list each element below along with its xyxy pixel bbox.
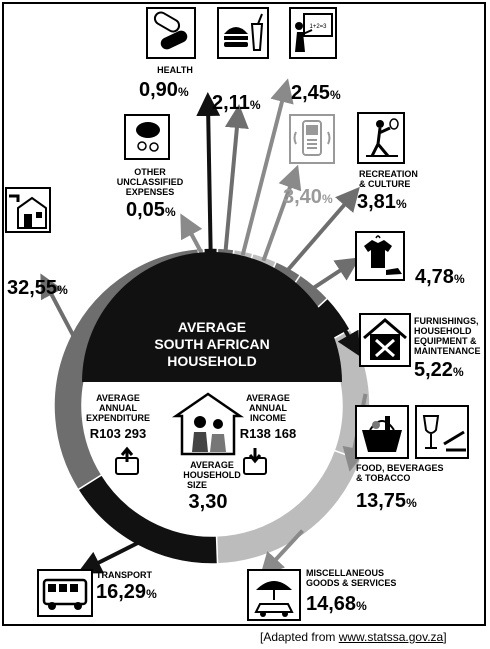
source-prefix: [Adapted from (260, 630, 339, 644)
communication-percent: 3,40% (283, 186, 333, 208)
education-percent: 2,45% (291, 82, 341, 104)
food-out-percent: 2,11% (212, 92, 261, 114)
leader-arrow-food-out (223, 104, 249, 253)
housing-icon-box (5, 187, 51, 233)
food-label-2: & TOBACCO (356, 473, 410, 483)
leader-arrow-health (196, 92, 221, 253)
transport-label: TRANSPORT (96, 570, 153, 580)
communication-icon-box (289, 114, 335, 164)
source-attribution: [Adapted from www.statssa.gov.za] (260, 630, 447, 644)
leader-arrow-transport (77, 540, 141, 574)
infographic-frame (2, 2, 486, 626)
mobile-phone-icon (293, 120, 331, 156)
shirt-shoe-icon (364, 235, 402, 275)
food-icon-box-wine (415, 405, 469, 459)
bus-icon (42, 578, 88, 610)
center-title-band (82, 252, 342, 382)
expenditure-label-1: AVERAGE (96, 393, 140, 403)
other-percent: 0,05% (126, 199, 176, 221)
expenditure-label-2: ANNUAL (99, 403, 137, 413)
health-icon-box (146, 7, 196, 59)
other-label-3: EXPENSES (126, 187, 175, 197)
wallet-in-icon (243, 448, 267, 475)
size-value: 3,30 (189, 491, 228, 513)
size-label-3: SIZE (187, 480, 207, 490)
piggy-bank-icon (136, 122, 160, 152)
tennis-player-icon (366, 118, 399, 157)
pills-icon (153, 11, 188, 50)
food-out-icon-box (217, 7, 269, 59)
misc-icon-box (247, 569, 301, 621)
income-label-2: ANNUAL (249, 403, 287, 413)
umbrella-car-icon (254, 581, 294, 617)
family-house-icon (171, 392, 245, 456)
leader-arrows (40, 78, 368, 577)
leader-arrow-communication (261, 164, 302, 262)
center-title-line-1: AVERAGE (178, 319, 246, 335)
leader-arrow-education (240, 78, 294, 256)
svg-text:1+2=3: 1+2=3 (309, 24, 327, 30)
leader-arrow-clothing (310, 257, 361, 291)
housing-percent: 32,55% (7, 277, 68, 299)
food-icon-box-basket (355, 405, 409, 459)
income-value: R138 168 (240, 426, 296, 441)
source-suffix: ] (443, 630, 447, 644)
leader-arrow-housing (40, 273, 76, 339)
furnishings-label-2: HOUSEHOLD (414, 326, 472, 336)
other-icon-box (124, 114, 170, 160)
furnishings-label-1: FURNISHINGS, (414, 316, 479, 326)
house-tools-icon (363, 318, 407, 360)
recreation-label-1: RECREATION (359, 169, 418, 179)
expenditure-value: R103 293 (90, 426, 146, 441)
transport-percent: 16,29% (96, 581, 157, 603)
misc-percent: 14,68% (306, 593, 367, 615)
other-label-1: OTHER (134, 167, 166, 177)
furnishings-label-3: EQUIPMENT & (414, 336, 477, 346)
wine-cigarette-icon (422, 415, 466, 452)
recreation-label-2: & CULTURE (359, 179, 410, 189)
misc-label-2: GOODS & SERVICES (306, 578, 396, 588)
recreation-icon-box (357, 112, 405, 164)
expenditure-label-3: EXPENDITURE (86, 413, 150, 423)
income-label-1: AVERAGE (246, 393, 290, 403)
leader-arrow-furnishings (334, 314, 360, 357)
clothing-icon-box (355, 231, 405, 281)
clothing-percent: 4,78% (415, 266, 465, 288)
leader-arrow-recreation (285, 186, 360, 273)
furnishings-percent: 5,22% (414, 359, 464, 381)
center-title-line-3: HOUSEHOLD (167, 353, 256, 369)
burger-drink-icon (224, 13, 264, 51)
leader-arrow-misc (259, 529, 304, 577)
misc-label-1: MISCELLANEOUS (306, 568, 384, 578)
income-label-3: INCOME (250, 413, 286, 423)
food-label-1: FOOD, BEVERAGES (356, 463, 444, 473)
other-label-2: UNCLASSIFIED (117, 177, 184, 187)
food-percent: 13,75% (356, 490, 417, 512)
source-link[interactable]: www.statssa.gov.za (338, 630, 444, 644)
education-icon-box: 1+2=3 (289, 7, 337, 59)
house-tap-icon (9, 194, 47, 229)
size-label-1: AVERAGE (190, 460, 234, 470)
health-label: HEALTH (157, 65, 193, 75)
size-label-2: HOUSEHOLD (183, 470, 241, 480)
furnishings-label-4: MAINTENANCE (414, 346, 481, 356)
center-title-line-2: SOUTH AFRICAN (154, 336, 269, 352)
furnishings-icon-box (359, 313, 411, 367)
wallet-out-icon (115, 446, 139, 475)
health-percent: 0,90% (139, 79, 189, 101)
transport-icon-box (37, 569, 93, 617)
recreation-percent: 3,81% (357, 191, 407, 213)
teacher-board-icon: 1+2=3 (295, 13, 333, 52)
food-basket-icon (362, 416, 402, 452)
leader-arrow-other (180, 213, 204, 254)
